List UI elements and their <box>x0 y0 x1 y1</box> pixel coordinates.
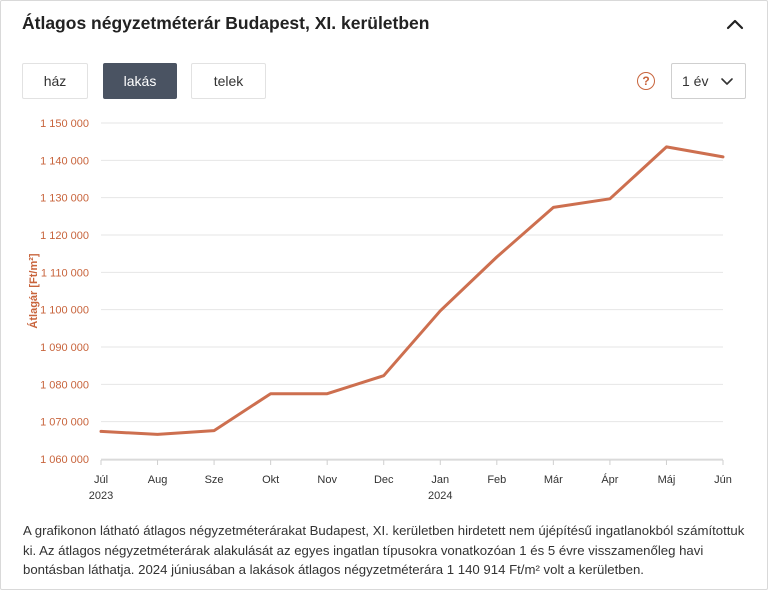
x-tick-label: Okt <box>262 474 279 486</box>
x-tick-label: Sze <box>205 474 224 486</box>
period-select[interactable]: 1 év <box>671 63 746 99</box>
x-tick-label: Feb <box>487 474 506 486</box>
x-tick-label: Már <box>544 474 563 486</box>
period-selected-value: 1 év <box>682 73 709 89</box>
x-tick-label: Jan <box>431 474 449 486</box>
series-line <box>99 145 725 436</box>
y-tick-label: 1 100 000 <box>40 305 89 317</box>
y-tick-label: 1 130 000 <box>40 193 89 205</box>
question-circle-icon[interactable]: ? <box>637 72 655 90</box>
tab-telek[interactable]: telek <box>191 63 266 99</box>
y-axis-label: Átlagár [Ft/m²] <box>27 253 40 329</box>
y-tick-label: 1 150 000 <box>40 118 89 130</box>
y-tick-label: 1 110 000 <box>41 267 89 279</box>
x-tick-label: Nov <box>317 474 337 486</box>
tab-lakas[interactable]: lakás <box>103 63 177 99</box>
chart-description: A grafikonon látható átlagos négyzetméte… <box>23 523 745 577</box>
x-tick-label: Dec <box>374 474 394 486</box>
y-tick-label: 1 060 000 <box>40 454 89 466</box>
x-year-label: 2023 <box>89 490 113 502</box>
x-tick-label: Júl <box>94 474 108 486</box>
x-tick-label: Ápr <box>601 473 618 486</box>
y-tick-label: 1 080 000 <box>40 379 89 391</box>
chevron-down-icon <box>721 78 733 85</box>
x-tick-label: Máj <box>658 474 676 486</box>
tab-haz[interactable]: ház <box>22 63 88 99</box>
x-tick-label: Aug <box>148 474 168 486</box>
y-tick-label: 1 070 000 <box>40 417 89 429</box>
x-year-label: 2024 <box>428 490 452 502</box>
y-tick-label: 1 120 000 <box>40 230 89 242</box>
y-tick-label: 1 140 000 <box>40 155 89 167</box>
x-tick-label: Jún <box>714 474 732 486</box>
price-line-chart: 1 060 000 1 070 000 1 080 000 1 090 000 1 10… <box>27 118 732 502</box>
y-tick-label: 1 090 000 <box>40 342 89 354</box>
chevron-up-icon[interactable] <box>723 13 747 37</box>
panel-title: Átlagos négyzetméterár Budapest, XI. ker… <box>22 13 430 33</box>
